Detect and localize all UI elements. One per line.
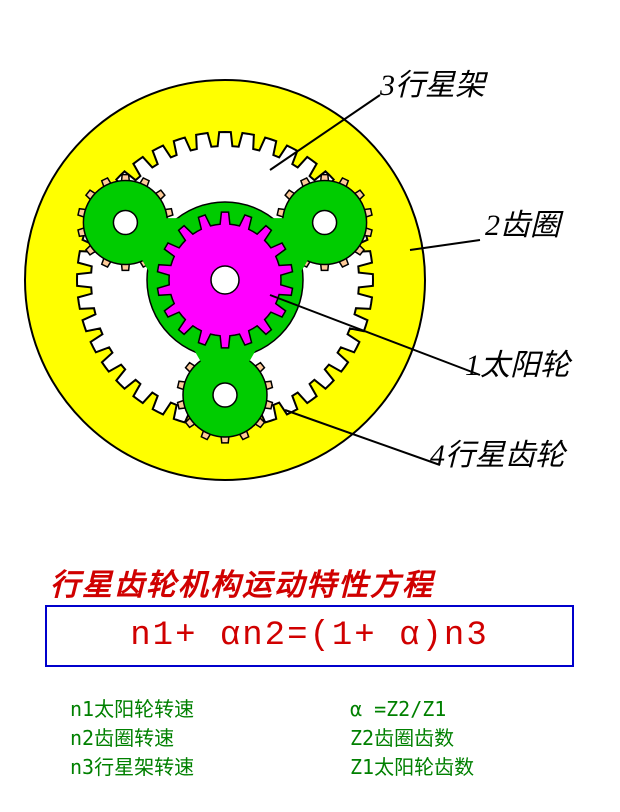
legend-n1: n1太阳轮转速 <box>70 695 194 724</box>
label-planet-gear: 4行星齿轮 <box>430 430 565 474</box>
legend-right: α =Z2/Z1 Z2齿圈齿数 Z1太阳轮齿数 <box>350 695 474 782</box>
equation-box: n1+ αn2=(1+ α)n3 <box>45 605 574 667</box>
legend-n3: n3行星架转速 <box>70 753 194 782</box>
equation-text: n1+ αn2=(1+ α)n3 <box>130 617 488 655</box>
label-sun-gear: 1太阳轮 <box>465 340 570 384</box>
legend-alpha: α =Z2/Z1 <box>350 695 474 724</box>
legend-z1: Z1太阳轮齿数 <box>350 753 474 782</box>
label-ring-gear: 2齿圈 <box>485 200 560 244</box>
legend-z2: Z2齿圈齿数 <box>350 724 474 753</box>
planetary-gear-diagram: 3行星架 2齿圈 1太阳轮 4行星齿轮 <box>0 0 620 500</box>
legend-n2: n2齿圈转速 <box>70 724 194 753</box>
legend-left: n1太阳轮转速 n2齿圈转速 n3行星架转速 <box>70 695 194 782</box>
label-carrier: 3行星架 <box>380 60 485 104</box>
equation-title: 行星齿轮机构运动特性方程 <box>50 560 434 604</box>
